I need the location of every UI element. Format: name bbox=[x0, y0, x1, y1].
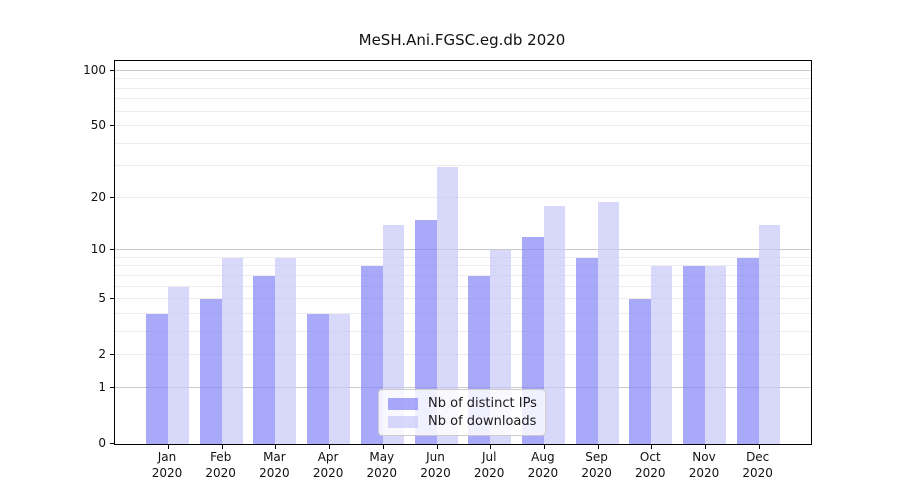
y-axis-label-1: 1 bbox=[98, 379, 106, 394]
y-axis-label-5: 5 bbox=[98, 291, 106, 306]
x-tick-nov bbox=[705, 445, 706, 449]
x-axis-label-nov: Nov 2020 bbox=[688, 450, 720, 480]
y-axis-label-2: 2 bbox=[98, 347, 106, 362]
legend-swatch-distinct-ips bbox=[388, 397, 418, 410]
bar-distinct-ips-oct bbox=[629, 299, 652, 444]
gridline-60 bbox=[115, 110, 811, 112]
bar-downloads-jun bbox=[436, 166, 458, 444]
gridline-1 bbox=[115, 386, 811, 388]
gridline-9 bbox=[115, 256, 811, 258]
bar-distinct-ips-may bbox=[360, 266, 383, 444]
bar-distinct-ips-nov bbox=[683, 266, 705, 444]
y-axis-label-10: 10 bbox=[90, 242, 106, 257]
bar-downloads-dec bbox=[758, 225, 780, 444]
y-tick-1 bbox=[110, 386, 115, 388]
y-axis-label-50: 50 bbox=[90, 118, 106, 133]
y-axis-label-0: 0 bbox=[98, 436, 106, 450]
gridline-40 bbox=[115, 142, 811, 144]
x-axis-label-aug: Aug 2020 bbox=[527, 450, 559, 480]
x-tick-mar bbox=[275, 445, 277, 449]
x-axis-label-jul: Jul 2020 bbox=[473, 450, 505, 480]
y-tick-100 bbox=[110, 70, 115, 71]
bar-downloads-feb bbox=[221, 257, 243, 444]
y-axis-label-100: 100 bbox=[83, 62, 106, 77]
gridline-3 bbox=[115, 330, 811, 332]
x-tick-oct bbox=[651, 445, 653, 449]
gridline-50 bbox=[115, 125, 811, 127]
gridline-2 bbox=[115, 354, 811, 356]
legend-item-distinct-ips: Nb of distinct IPs bbox=[388, 396, 537, 411]
gridline-6 bbox=[115, 285, 811, 287]
y-tick-50 bbox=[110, 125, 115, 127]
x-axis-label-jun: Jun 2020 bbox=[420, 450, 451, 480]
bar-downloads-mar bbox=[275, 257, 297, 444]
bar-distinct-ips-apr bbox=[307, 313, 330, 444]
gridline-7 bbox=[115, 274, 811, 276]
bar-distinct-ips-dec bbox=[736, 257, 759, 444]
gridline-90 bbox=[115, 78, 811, 80]
bar-distinct-ips-feb bbox=[199, 299, 222, 444]
gridline-30 bbox=[115, 165, 811, 167]
x-axis-label-sep: Sep 2020 bbox=[581, 450, 612, 480]
x-tick-sep bbox=[597, 445, 599, 449]
bar-downloads-aug bbox=[543, 206, 565, 444]
gridline-20 bbox=[115, 196, 811, 198]
x-tick-apr bbox=[329, 445, 331, 449]
gridline-100 bbox=[115, 70, 811, 71]
gridline-10 bbox=[115, 249, 811, 251]
bar-downloads-jan bbox=[168, 286, 189, 444]
legend: Nb of distinct IPs Nb of downloads bbox=[378, 389, 546, 436]
x-axis-label-dec: Dec 2020 bbox=[742, 450, 773, 480]
x-tick-feb bbox=[221, 445, 223, 449]
bar-downloads-apr bbox=[329, 313, 351, 444]
gridline-8 bbox=[115, 265, 811, 267]
x-axis-label-may: May 2020 bbox=[366, 450, 398, 480]
plot-area bbox=[110, 60, 812, 449]
gridline-5 bbox=[115, 298, 811, 300]
y-axis: 0 1 2 5 10 20 50 100 bbox=[0, 60, 106, 450]
bar-distinct-ips-jan bbox=[146, 313, 168, 444]
legend-label-downloads: Nb of downloads bbox=[428, 414, 537, 429]
y-tick-5 bbox=[110, 298, 115, 300]
gridline-80 bbox=[115, 87, 811, 89]
bar-distinct-ips-jun bbox=[414, 219, 437, 444]
y-axis-label-20: 20 bbox=[90, 189, 106, 204]
bar-distinct-ips-sep bbox=[575, 257, 598, 444]
x-axis-label-mar: Mar 2020 bbox=[259, 450, 290, 480]
bar-downloads-nov bbox=[705, 266, 726, 444]
x-axis-label-apr: Apr 2020 bbox=[312, 450, 344, 480]
y-tick-2 bbox=[110, 354, 115, 356]
legend-item-downloads: Nb of downloads bbox=[388, 414, 536, 429]
y-tick-10 bbox=[110, 249, 115, 251]
x-tick-jul bbox=[490, 445, 492, 449]
x-tick-jun bbox=[436, 445, 438, 449]
y-tick-0 bbox=[110, 443, 115, 444]
x-axis-label-jan: Jan 2020 bbox=[151, 450, 183, 480]
gridline-70 bbox=[115, 98, 811, 100]
gridline-4 bbox=[115, 312, 811, 314]
x-tick-may bbox=[382, 445, 384, 449]
legend-swatch-downloads bbox=[388, 415, 418, 428]
bar-distinct-ips-mar bbox=[253, 275, 276, 444]
x-tick-dec bbox=[758, 445, 760, 449]
bar-downloads-sep bbox=[597, 201, 619, 444]
x-axis-label-feb: Feb 2020 bbox=[205, 450, 236, 480]
x-axis-label-oct: Oct 2020 bbox=[635, 450, 666, 480]
bar-downloads-oct bbox=[651, 266, 673, 444]
x-axis: Jan 2020 Feb 2020 Mar 2020 Apr 2020 May 2020 Jun 20… bbox=[114, 450, 810, 490]
y-tick-20 bbox=[110, 196, 115, 198]
legend-label-distinct-ips: Nb of distinct IPs bbox=[428, 396, 537, 411]
chart-title: MeSH.Ani.FGSC.eg.db 2020 bbox=[358, 31, 566, 49]
x-tick-aug bbox=[543, 445, 545, 449]
x-tick-jan bbox=[168, 445, 169, 449]
